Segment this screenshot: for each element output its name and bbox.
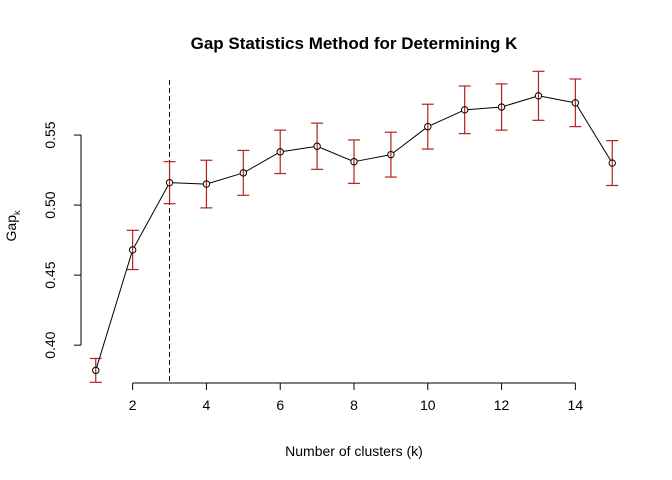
gap-line-segment bbox=[245, 152, 278, 172]
gap-line-segment bbox=[357, 154, 388, 162]
y-axis-label-subscript: k bbox=[12, 210, 22, 215]
x-tick-label: 12 bbox=[494, 397, 510, 413]
gap-line-segment bbox=[133, 185, 169, 248]
error-bars bbox=[89, 70, 619, 383]
gap-line-segment bbox=[576, 105, 611, 161]
gap-point bbox=[239, 169, 248, 177]
error-bar bbox=[311, 122, 324, 170]
x-tick-label: 6 bbox=[276, 397, 284, 413]
error-bar bbox=[458, 85, 471, 135]
gap-line-segment bbox=[172, 182, 204, 185]
gap-line-segment bbox=[393, 128, 426, 154]
error-bar bbox=[274, 129, 287, 175]
gap-line-segment bbox=[96, 252, 133, 368]
gap-point bbox=[424, 122, 432, 131]
error-bar bbox=[237, 149, 250, 196]
gap-line-segment bbox=[209, 173, 241, 184]
error-bar bbox=[606, 140, 619, 187]
x-tick-label: 14 bbox=[568, 397, 584, 413]
gap-point bbox=[165, 178, 174, 187]
gap-point bbox=[571, 99, 580, 107]
y-axis-label: Gapk bbox=[3, 210, 22, 241]
gap-line-segment bbox=[319, 147, 352, 161]
gap-point bbox=[350, 157, 358, 166]
error-bar bbox=[163, 161, 176, 205]
chart-title: Gap Statistics Method for Determining K bbox=[191, 34, 519, 53]
gap-point bbox=[313, 142, 321, 150]
y-tick-label: 0.55 bbox=[42, 121, 58, 148]
x-axis-label: Number of clusters (k) bbox=[285, 443, 423, 459]
error-bar bbox=[532, 70, 545, 121]
y-axis-label-main: Gap bbox=[3, 215, 19, 242]
gap-line-segment bbox=[541, 95, 573, 103]
error-bar bbox=[89, 357, 102, 383]
gap-point bbox=[608, 159, 616, 167]
error-bar bbox=[569, 78, 582, 128]
gap-point bbox=[202, 180, 211, 188]
gap-point bbox=[128, 246, 137, 254]
gap-line-segment bbox=[467, 106, 499, 111]
x-axis: 2 4 6 8 10 12 14 bbox=[129, 382, 584, 413]
x-tick-label: 10 bbox=[420, 397, 436, 413]
y-axis: 0.40 0.45 0.50 0.55 bbox=[42, 121, 82, 359]
gap-point bbox=[387, 150, 395, 159]
gap-point bbox=[460, 106, 469, 114]
x-tick-label: 8 bbox=[350, 397, 358, 413]
gap-line-segment bbox=[430, 110, 462, 126]
gap-point bbox=[497, 103, 506, 111]
y-tick-label: 0.40 bbox=[42, 331, 58, 358]
gap-line-segment bbox=[504, 96, 536, 107]
y-tick-label: 0.50 bbox=[42, 191, 58, 218]
gap-point bbox=[92, 366, 100, 375]
error-bar bbox=[384, 131, 397, 178]
error-bar bbox=[421, 103, 434, 150]
gap-line-segment bbox=[283, 146, 315, 152]
gap-series bbox=[92, 92, 616, 375]
error-bar bbox=[200, 159, 213, 209]
x-tick-label: 4 bbox=[203, 397, 211, 413]
gap-point bbox=[276, 148, 284, 156]
error-bar bbox=[495, 83, 508, 131]
x-tick-label: 2 bbox=[129, 397, 137, 413]
y-tick-label: 0.45 bbox=[42, 261, 58, 288]
gap-point bbox=[534, 92, 543, 100]
error-bar bbox=[348, 139, 360, 184]
error-bar bbox=[126, 229, 139, 271]
